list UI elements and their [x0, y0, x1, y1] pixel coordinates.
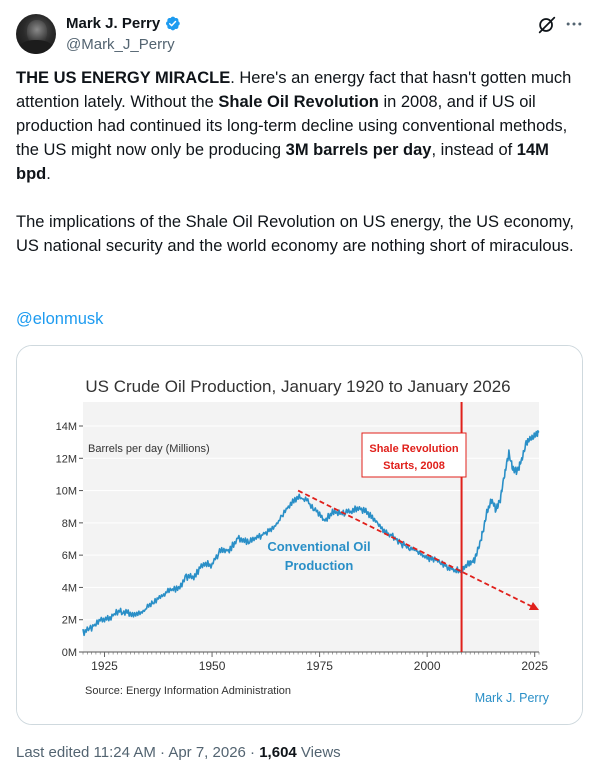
y-tick-label: 4M [62, 582, 77, 594]
shale-annotation: Shale Revolution Starts, 2008 [361, 432, 467, 478]
avatar[interactable] [16, 14, 56, 54]
tweet-run-6: 14M bpd [16, 141, 549, 183]
tweet-run-4: 3M barrels per day [285, 141, 432, 159]
annotation-line-1: Shale Revolution [369, 443, 459, 455]
series-label-line-2: Production [285, 558, 354, 573]
mention-link[interactable]: @elonmusk [16, 310, 104, 328]
trend-arrowhead [528, 601, 539, 611]
views-count: 1,604 [259, 744, 297, 761]
chart-signature: Mark J. Perry [475, 691, 550, 705]
tweet-run-1: . Here's an energy fact that hasn't gott… [16, 69, 572, 111]
annotation-line-2: Starts, 2008 [383, 460, 445, 472]
trend-line [297, 489, 534, 608]
more-icon[interactable] [564, 14, 584, 34]
y-tick-label: 6M [62, 550, 77, 562]
chart-title: US Crude Oil Production, January 1920 to… [85, 377, 510, 396]
tweet-run-5: , instead of [431, 141, 517, 159]
tweet-text: THE US ENERGY MIRACLE. Here's an energy … [16, 66, 582, 282]
plot-area [83, 402, 539, 652]
tweet-meta: Last edited 11:24 AM · Apr 7, 2026 · 1,6… [16, 744, 341, 761]
x-tick-label: 2025 [521, 659, 548, 673]
tweet-run-2: Shale Oil Revolution [218, 93, 379, 111]
avatar-face [27, 20, 47, 44]
x-tick-label: 2000 [414, 659, 441, 673]
author-handle[interactable]: @Mark_J_Perry [66, 36, 175, 53]
annotation-box [361, 432, 467, 478]
chart-source: Source: Energy Information Administratio… [85, 685, 291, 697]
views-label: Views [296, 744, 341, 761]
y-axis-label: Barrels per day (Millions) [88, 443, 210, 455]
tweet-paragraph-1: THE US ENERGY MIRACLE. Here's an energy … [16, 66, 582, 186]
y-tick-label: 8M [62, 518, 77, 530]
chart-image[interactable]: US Crude Oil Production, January 1920 to… [16, 345, 583, 725]
verified-badge-icon [166, 16, 180, 31]
series-line-oil-production [82, 430, 540, 637]
y-axis: 0M 2M 4M 6M 8M 10M 12M 14M [56, 421, 83, 659]
author-name[interactable]: Mark J. Perry [66, 15, 161, 32]
tweet-paragraph-2: The implications of the Shale Oil Revolu… [16, 213, 574, 255]
x-tick-label: 1975 [306, 659, 333, 673]
tweet-run-3: in 2008, and if US oil production had co… [16, 93, 568, 159]
y-tick-label: 2M [62, 615, 77, 627]
y-tick-label: 12M [56, 453, 77, 465]
avatar-shoulders [18, 40, 54, 54]
gridlines [83, 425, 539, 653]
x-tick-label: 1950 [199, 659, 226, 673]
x-axis: 1925 1950 1975 2000 2025 [82, 651, 548, 673]
y-tick-label: 10M [56, 486, 77, 498]
tweet-run-7: . [46, 165, 51, 183]
tweet-run-0: THE US ENERGY MIRACLE [16, 69, 231, 87]
oil-production-chart: US Crude Oil Production, January 1920 to… [17, 346, 582, 724]
x-tick-label: 1925 [91, 659, 118, 673]
edited-timestamp[interactable]: Last edited 11:24 AM · Apr 7, 2026 · [16, 744, 260, 761]
y-tick-label: 0M [62, 647, 77, 659]
series-label-line-1: Conventional Oil [267, 539, 370, 554]
grok-icon[interactable] [536, 14, 558, 36]
y-tick-label: 14M [56, 421, 77, 433]
